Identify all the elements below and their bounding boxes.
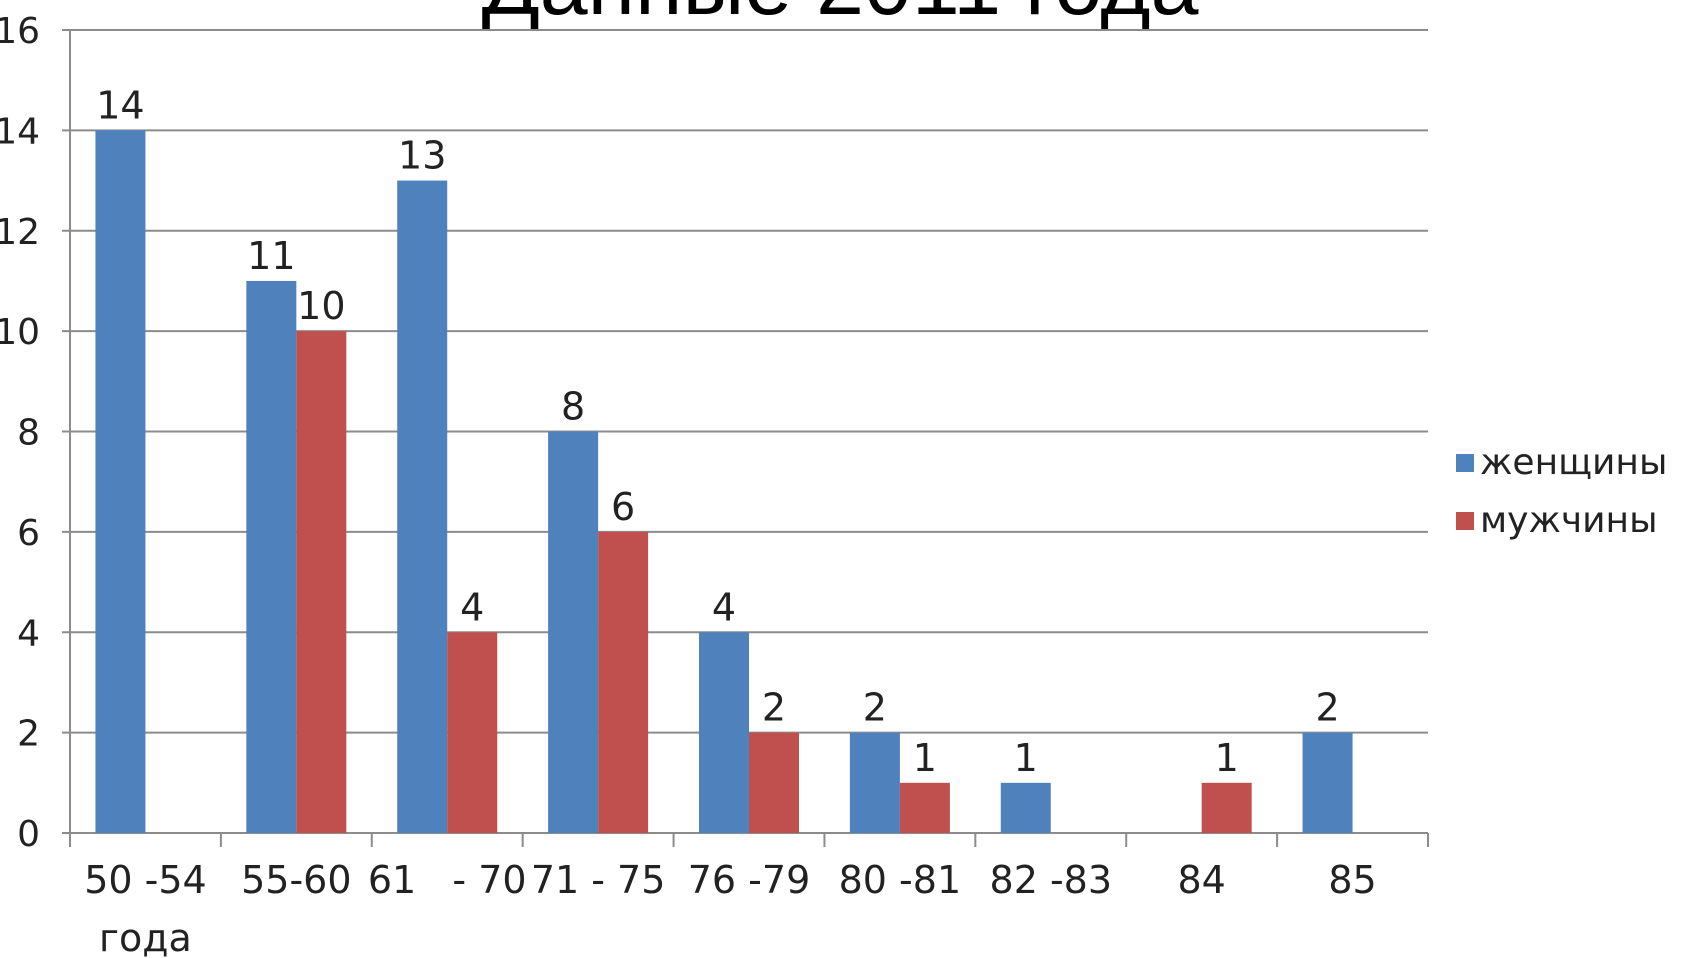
x-tick-label-line: 50 -54 xyxy=(84,858,207,902)
bars xyxy=(95,130,1353,833)
data-label: 4 xyxy=(460,585,484,629)
legend: женщины мужчины xyxy=(1456,442,1667,541)
data-label: 6 xyxy=(611,485,635,529)
x-tick-label-line: 55-60 xyxy=(241,858,351,902)
data-label: 11 xyxy=(247,234,295,278)
bar xyxy=(749,732,799,833)
x-tick-label-line: 84 xyxy=(1177,858,1225,902)
x-tick-label: 82 -83 xyxy=(990,858,1113,902)
x-tick-label-line: 85 xyxy=(1328,858,1376,902)
data-label: 8 xyxy=(561,385,585,429)
y-tick-label: 2 xyxy=(17,714,40,755)
x-tick-label: 50 -54 года xyxy=(84,858,207,958)
legend-swatch xyxy=(1456,512,1474,530)
bar xyxy=(1201,782,1252,833)
y-tick-label: 4 xyxy=(17,613,40,654)
y-tick-label: 12 xyxy=(0,212,40,253)
bar xyxy=(548,431,599,833)
x-tick-label: 61 - 70 xyxy=(368,858,527,902)
data-label: 13 xyxy=(398,134,446,178)
data-label: 2 xyxy=(863,686,887,730)
y-tick-label: 0 xyxy=(17,814,40,855)
bar xyxy=(849,732,900,833)
x-tick-label: 80 -81 xyxy=(839,858,962,902)
y-tick-label: 10 xyxy=(0,312,40,353)
data-label: 1 xyxy=(1215,736,1239,780)
x-tick-label-line: 82 -83 xyxy=(990,858,1113,902)
data-label: 14 xyxy=(96,83,144,127)
x-tick-label: 55-60 xyxy=(241,858,351,902)
bar xyxy=(598,531,649,833)
y-tick-label: 8 xyxy=(17,413,40,454)
bar xyxy=(699,632,749,833)
x-tick-label: 84 xyxy=(1177,858,1225,902)
x-tick-label: 85 xyxy=(1328,858,1376,902)
bar xyxy=(95,130,146,833)
data-label: 4 xyxy=(712,585,736,629)
bar xyxy=(397,180,448,833)
data-label: 1 xyxy=(913,736,937,780)
legend-label: женщины xyxy=(1480,442,1667,483)
y-tick-label: 6 xyxy=(17,513,40,554)
bar xyxy=(899,782,950,833)
y-tick-label: 16 xyxy=(0,11,40,52)
chart-title: Данные 2011 года xyxy=(482,0,1199,33)
x-tick-label: 71 - 75 xyxy=(531,858,666,902)
legend-swatch xyxy=(1456,454,1474,472)
x-tick-label-line: года xyxy=(99,916,192,958)
x-tick-label: 76 -79 xyxy=(688,858,811,902)
data-label: 1 xyxy=(1014,736,1038,780)
bar xyxy=(1302,732,1353,833)
bar xyxy=(1000,782,1051,833)
legend-label: мужчины xyxy=(1480,500,1658,541)
bar xyxy=(296,331,347,833)
x-tick-label-line: 80 -81 xyxy=(839,858,962,902)
bar xyxy=(246,280,297,833)
data-label: 2 xyxy=(1315,686,1339,730)
x-tick-label-line: 61 - 70 xyxy=(368,858,527,902)
x-tick-label-line: 76 -79 xyxy=(688,858,811,902)
data-label: 10 xyxy=(297,284,345,328)
y-tick-label: 14 xyxy=(0,111,40,152)
bar xyxy=(447,632,498,833)
data-label: 2 xyxy=(762,686,786,730)
x-tick-label-line: 71 - 75 xyxy=(531,858,666,902)
